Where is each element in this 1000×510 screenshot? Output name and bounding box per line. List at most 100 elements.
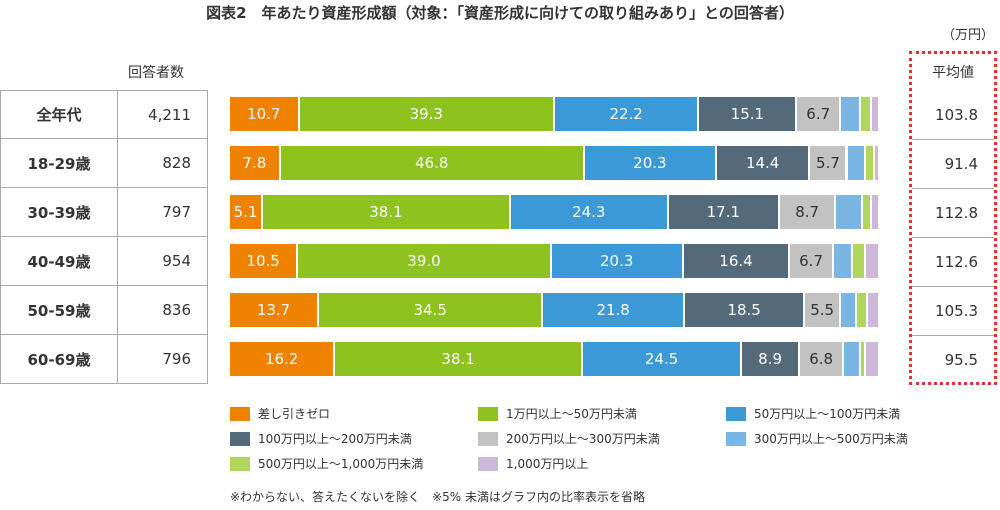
bar-segment: 16.2	[230, 342, 336, 376]
bar-segment	[841, 97, 862, 131]
legend-swatch	[230, 456, 250, 471]
bar-segment: 18.5	[685, 293, 806, 327]
bar-segment: 15.1	[699, 97, 798, 131]
category-label: 30-39歳	[1, 188, 118, 236]
footnote: ※わからない、答えたくないを除く ※5% 未満はグラフ内の比率表示を省略	[230, 490, 645, 504]
bar-segment	[866, 244, 880, 278]
bar-segment: 38.1	[335, 342, 583, 376]
legend-swatch	[726, 431, 746, 446]
table-row: 40-49歳 954	[0, 237, 208, 286]
category-label: 60-69歳	[1, 335, 118, 383]
legend-label: 差し引きゼロ	[258, 407, 331, 421]
bar-segment	[868, 293, 880, 327]
legend-label: 1万円以上～50万円未満	[506, 407, 637, 421]
legend-label: 100万円以上～200万円未満	[258, 432, 412, 446]
legend-label: 50万円以上～100万円未満	[754, 407, 901, 421]
legend-label: 200万円以上～300万円未満	[506, 432, 660, 446]
bar-segment	[844, 342, 861, 376]
bar-segment	[874, 146, 880, 180]
legend-item: 差し引きゼロ	[230, 405, 330, 422]
legend-swatch	[230, 406, 250, 421]
bar-segment	[863, 195, 873, 229]
legend-label: 500万円以上～1,000万円未満	[258, 457, 424, 471]
legend-swatch	[478, 406, 498, 421]
bar-segment	[871, 97, 880, 131]
table-row: 30-39歳 797	[0, 188, 208, 237]
legend-item: 500万円以上～1,000万円未満	[230, 455, 423, 472]
category-label: 18-29歳	[1, 139, 118, 187]
average-value: 91.4	[912, 139, 994, 188]
bar-segment: 24.5	[582, 342, 743, 376]
bar-segment: 22.2	[555, 97, 700, 131]
chart-title: 図表2 年あたり資産形成額（対象：「資産形成に向けての取り組みあり」との回答者）	[206, 4, 794, 22]
category-label: 50-59歳	[1, 286, 118, 334]
table-row: 全年代 4,211	[0, 90, 208, 139]
bar-segment	[860, 342, 867, 376]
bar-segment: 8.9	[742, 342, 801, 376]
category-label: 40-49歳	[1, 237, 118, 285]
bar-segment: 5.5	[805, 293, 841, 327]
table-row: 50-59歳 836	[0, 286, 208, 335]
legend-item: 1万円以上～50万円未満	[478, 405, 637, 422]
respondent-count: 836	[162, 301, 191, 319]
bar-segment: 20.3	[584, 146, 717, 180]
bar-segment: 20.3	[551, 244, 684, 278]
average-value: 95.5	[912, 335, 994, 384]
average-value: 103.8	[935, 105, 978, 124]
average-value: 105.3	[912, 286, 994, 335]
bar-segment: 5.7	[810, 146, 848, 180]
bar-segment: 39.3	[299, 97, 555, 131]
bar-segment: 6.8	[800, 342, 845, 376]
bar-segment	[857, 293, 869, 327]
legend-swatch	[478, 456, 498, 471]
respondent-count: 797	[162, 203, 191, 221]
bar-segment: 7.8	[230, 146, 281, 180]
table-row: 18-29歳 828	[0, 139, 208, 188]
respondent-count: 4,211	[148, 105, 191, 124]
bar-segment: 16.4	[683, 244, 791, 278]
bar-segment: 24.3	[510, 195, 669, 229]
bar-segment: 10.7	[230, 97, 300, 131]
bar-segment: 14.4	[716, 146, 811, 180]
bar-segment: 6.7	[797, 97, 841, 131]
legend-item: 50万円以上～100万円未満	[726, 405, 900, 422]
respondents-header: 回答者数	[128, 65, 184, 81]
bar-segment: 46.8	[280, 146, 585, 180]
legend-swatch	[230, 431, 250, 446]
bar-segment	[841, 293, 858, 327]
bar-segment	[853, 244, 867, 278]
legend-item: 200万円以上～300万円未満	[478, 430, 660, 447]
bar-segment: 5.1	[230, 195, 264, 229]
legend-item: 100万円以上～200万円未満	[230, 430, 412, 447]
bar-segment	[836, 195, 864, 229]
legend-item: 1,000万円以上	[478, 455, 588, 472]
bar-segment: 38.1	[263, 195, 511, 229]
average-value: 112.8	[912, 188, 994, 237]
respondent-count: 828	[162, 154, 191, 172]
bar-segment: 6.7	[790, 244, 834, 278]
bar-segment	[847, 146, 867, 180]
table-row: 60-69歳 796	[0, 335, 208, 384]
legend-label: 1,000万円以上	[506, 457, 589, 471]
bar-segment	[872, 195, 880, 229]
average-value: 112.6	[912, 237, 994, 286]
unit-label: （万円）	[941, 28, 994, 43]
average-header: 平均値	[932, 65, 974, 81]
bar-segment	[866, 146, 875, 180]
legend-swatch	[726, 406, 746, 421]
bar-segment: 13.7	[230, 293, 320, 327]
legend-item: 300万円以上～500万円未満	[726, 430, 908, 447]
legend-swatch	[478, 431, 498, 446]
bar-segment: 21.8	[543, 293, 685, 327]
bar-segment: 39.0	[298, 244, 552, 278]
respondent-count: 796	[162, 350, 191, 368]
bar-segment	[861, 97, 872, 131]
average-highlight-box	[909, 51, 997, 385]
category-label: 全年代	[1, 91, 118, 138]
bar-segment	[866, 342, 880, 376]
bar-segment: 8.7	[779, 195, 837, 229]
bar-segment: 10.5	[230, 244, 299, 278]
bar-segment: 17.1	[668, 195, 780, 229]
bar-segment	[833, 244, 854, 278]
bar-segment: 34.5	[319, 293, 544, 327]
